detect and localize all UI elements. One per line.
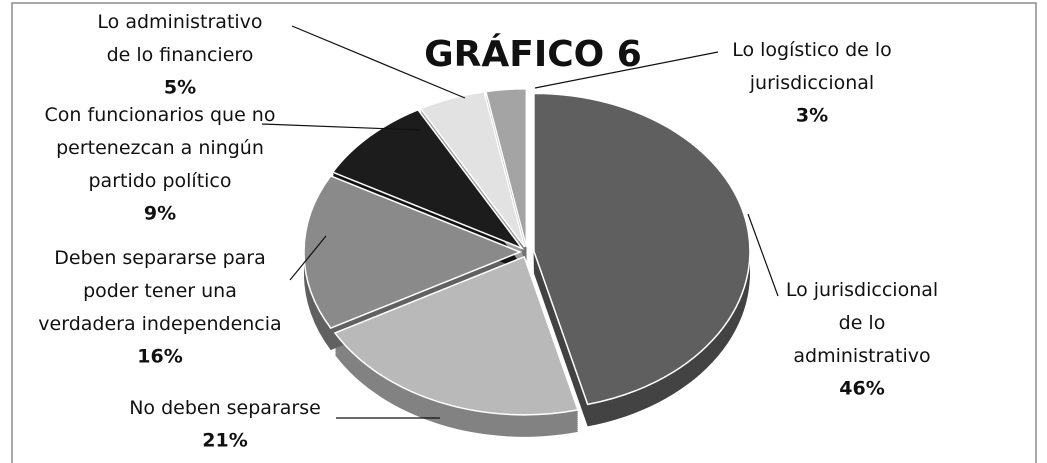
slice bbox=[331, 108, 525, 250]
leader-line bbox=[289, 235, 327, 281]
slice-value-label: 21% bbox=[202, 430, 247, 452]
slice bbox=[484, 88, 528, 247]
slice-label: Deben separarse para poder tener una verda… bbox=[38, 247, 281, 335]
slice bbox=[303, 174, 523, 330]
slice-label: Con funcionarios que no pertenezcan a nin… bbox=[45, 104, 276, 192]
slice-value-label: 5% bbox=[164, 77, 196, 99]
slice bbox=[333, 255, 579, 416]
slice-label: Lo logístico de lo jurisdiccional bbox=[732, 39, 892, 94]
chart-title: GRÁFICO 6 bbox=[424, 33, 642, 75]
chart-frame bbox=[11, 2, 1037, 463]
slice-label: Lo jurisdiccional de lo administrativo bbox=[786, 279, 938, 367]
pie bbox=[303, 88, 751, 437]
slice-label: No deben separarse bbox=[129, 397, 321, 419]
leader-line bbox=[747, 213, 779, 297]
slice-value-label: 16% bbox=[137, 346, 182, 368]
slice bbox=[533, 92, 751, 406]
slice-value-label: 46% bbox=[839, 378, 884, 400]
labels: Lo jurisdiccional de lo administrativo 46% N… bbox=[38, 11, 938, 452]
leader-line bbox=[291, 25, 466, 99]
slice-label: Lo administrativo de lo financiero bbox=[97, 11, 262, 66]
leader-line bbox=[534, 51, 719, 89]
slice-value-label: 3% bbox=[796, 105, 828, 127]
slice-value-label: 9% bbox=[144, 203, 176, 225]
leader-line bbox=[261, 123, 421, 131]
slice bbox=[419, 91, 526, 248]
